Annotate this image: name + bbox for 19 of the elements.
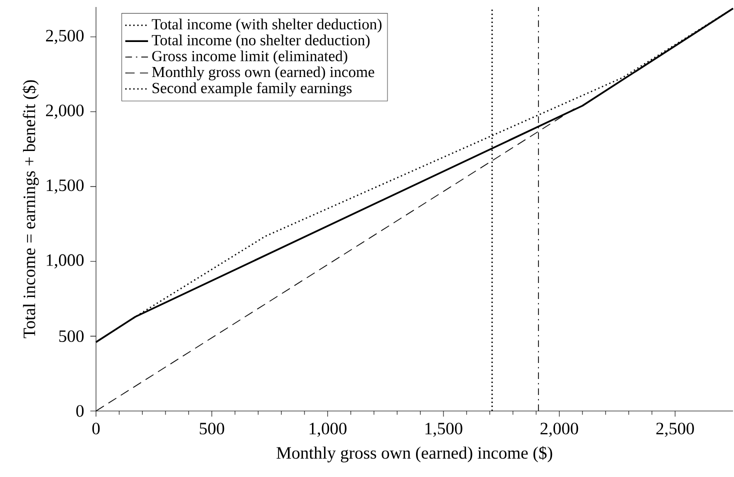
- x-tick-label: 500: [200, 422, 224, 434]
- y-axis-title: Total income = earnings + benefit ($): [22, 80, 39, 338]
- y-tick-label: 2,500: [46, 30, 84, 44]
- x-tick-label: 2,000: [540, 422, 578, 437]
- y-tick-label: 2,000: [46, 104, 84, 119]
- legend-label: Gross income limit (eliminated): [152, 50, 348, 64]
- legend-label: Total income (no shelter deduction): [152, 34, 370, 48]
- legend-label: Total income (with shelter deduction): [152, 18, 382, 33]
- y-tick-label: 0: [76, 405, 84, 417]
- legend-label: Monthly gross own (earned) income: [152, 66, 374, 80]
- y-tick-label: 1,500: [46, 179, 84, 194]
- x-tick-label: 2,500: [656, 422, 694, 437]
- x-tick-label: 0: [92, 422, 100, 434]
- x-axis-title: Monthly gross own (earned) income ($): [276, 446, 552, 462]
- x-tick-label: 1,500: [425, 422, 462, 437]
- y-tick-label: 500: [59, 330, 84, 342]
- legend-label: Second example family earnings: [152, 82, 352, 96]
- x-tick-label: 1,000: [310, 422, 346, 437]
- y-tick-label: 1,000: [46, 254, 84, 268]
